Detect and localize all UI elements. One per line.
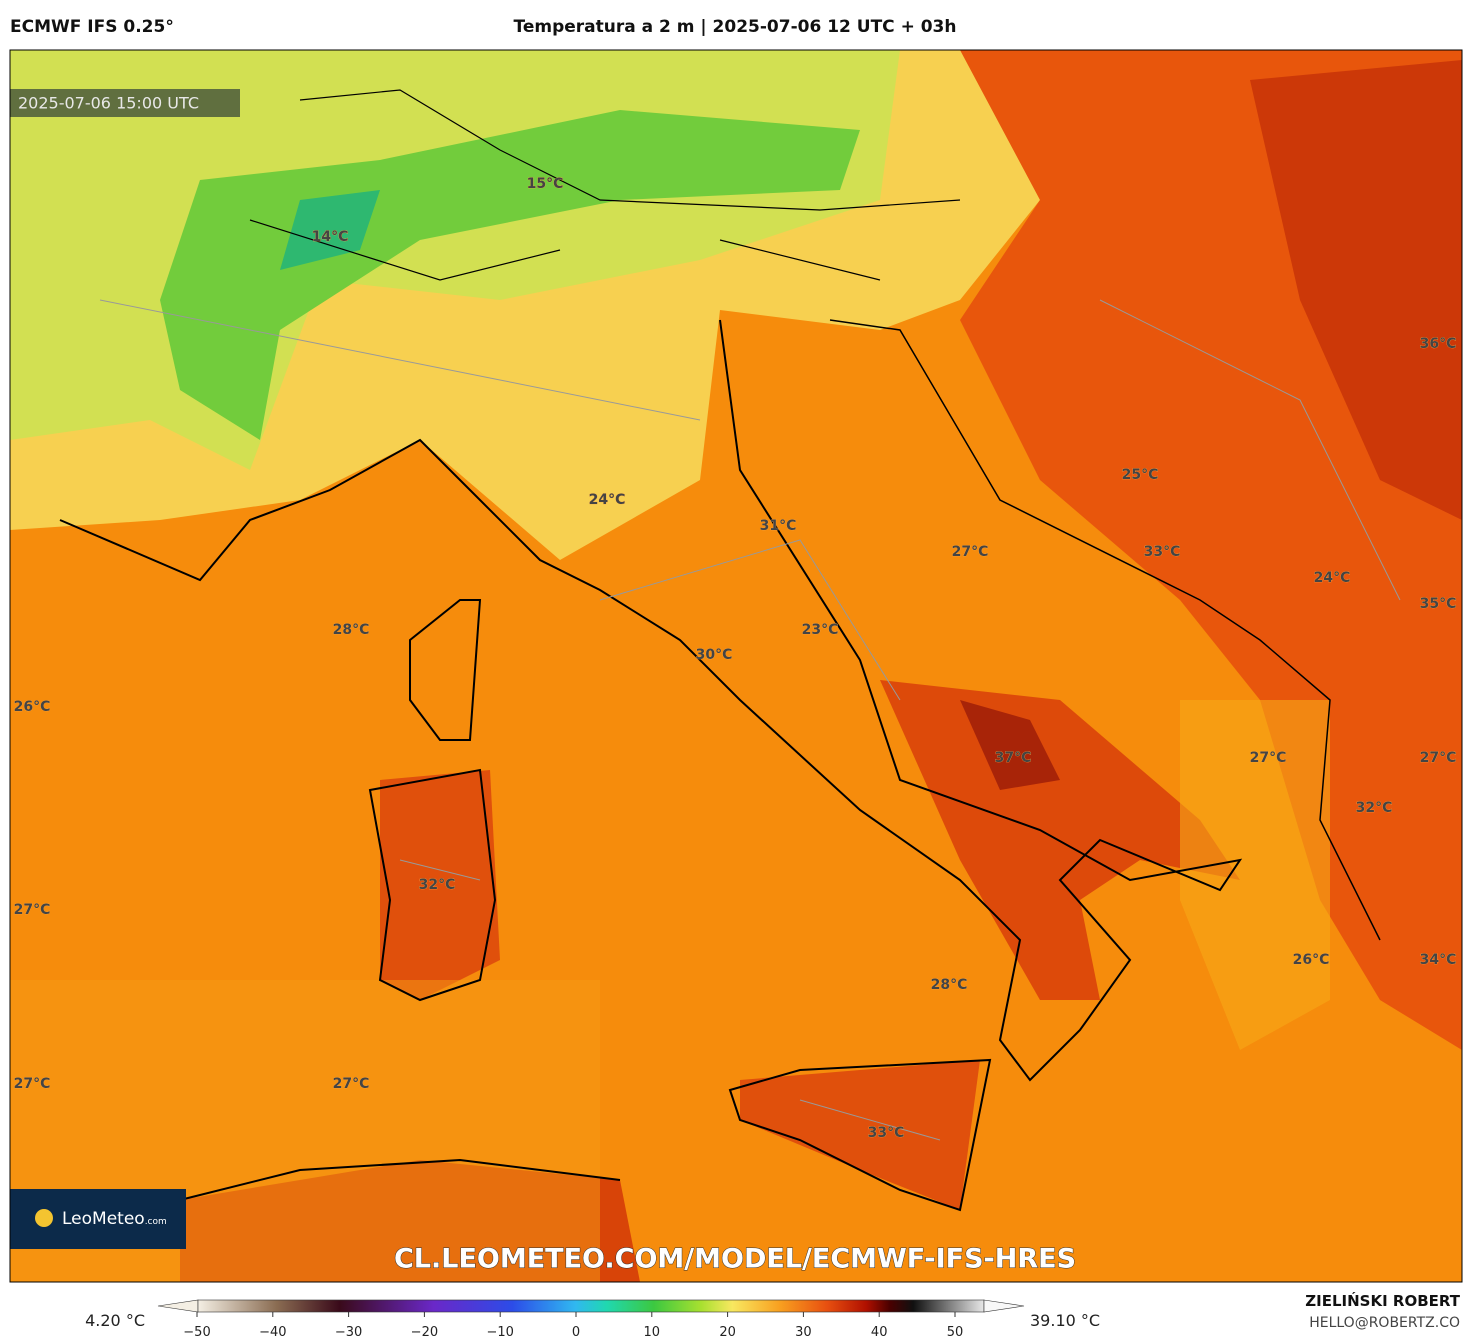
colorbar-tick-label: 40 [871, 1325, 888, 1339]
temperature-label: 37°C [995, 750, 1032, 766]
colorbar-ticks: −50 −40 −30 −20 −10 0 10 20 30 40 50 [183, 1312, 963, 1339]
temperature-label: 33°C [1144, 544, 1181, 560]
colorbar-tick-label: 30 [795, 1325, 812, 1339]
colorbar-tick-label: 0 [572, 1325, 580, 1339]
temperature-label: 14°C [312, 229, 349, 245]
temperature-label: 30°C [696, 647, 733, 663]
temperature-label: 31°C [760, 518, 797, 534]
author: ZIELIŃSKI ROBERT [1305, 1291, 1460, 1310]
temperature-label: 26°C [14, 699, 51, 715]
watermark: CL.LEOMETEO.COM/MODEL/ECMWF-IFS-HRES [394, 1244, 1076, 1275]
temperature-label: 23°C [802, 622, 839, 638]
logo: LeoMeteo.com [62, 1209, 167, 1229]
colorbar-tick-label: −50 [183, 1325, 210, 1339]
model-name: ECMWF IFS 0.25° [10, 17, 174, 37]
colorbar-tick-label: −40 [259, 1325, 286, 1339]
colorbar [197, 1299, 985, 1313]
temperature-label: 27°C [14, 902, 51, 918]
map-labels: 15°C 14°C 36°C 25°C 24°C 31°C 27°C 33°C 24°C 28°C… [13, 176, 1457, 1142]
map: 2025-07-06 15:00 UTC LeoMeteo.com CL.LEO… [10, 50, 1462, 1282]
email: HELLO@ROBERTZ.CO [1309, 1315, 1460, 1331]
temperature-label: 36°C [1420, 336, 1457, 352]
temperature-label: 28°C [931, 977, 968, 993]
temperature-label: 27°C [952, 544, 989, 560]
temperature-label: 28°C [333, 622, 370, 638]
temperature-label: 32°C [419, 877, 456, 893]
colorbar-min: 4.20 °C [85, 1311, 145, 1330]
temperature-label: 25°C [1122, 467, 1159, 483]
temperature-label: 35°C [1420, 596, 1457, 612]
colorbar-max: 39.10 °C [1030, 1311, 1100, 1330]
colorbar-tick-label: 50 [947, 1325, 964, 1339]
colorbar-tick-label: −20 [411, 1325, 438, 1339]
temperature-label: 15°C [527, 176, 564, 192]
timestamp: 2025-07-06 15:00 UTC [18, 94, 199, 113]
colorbar-tick-label: 10 [644, 1325, 661, 1339]
temperature-label: 32°C [1356, 800, 1393, 816]
temperature-label: 27°C [14, 1076, 51, 1092]
title: Temperatura a 2 m | 2025-07-06 12 UTC + … [514, 17, 957, 37]
temperature-label: 27°C [1250, 750, 1287, 766]
logo-suffix: .com [145, 1217, 167, 1227]
temperature-label: 33°C [868, 1125, 905, 1141]
colorbar-tick-label: −30 [335, 1325, 362, 1339]
temperature-label: 27°C [1420, 750, 1457, 766]
temperature-label: 24°C [589, 492, 626, 508]
temperature-label: 34°C [1420, 952, 1457, 968]
colorbar-tick-label: −10 [486, 1325, 513, 1339]
temperature-label: 26°C [1293, 952, 1330, 968]
colorbar-tick-label: 20 [719, 1325, 736, 1339]
logo-text: LeoMeteo [62, 1209, 145, 1229]
logo-sun [35, 1209, 53, 1227]
temperature-label: 27°C [333, 1076, 370, 1092]
temperature-label: 24°C [1314, 570, 1351, 586]
